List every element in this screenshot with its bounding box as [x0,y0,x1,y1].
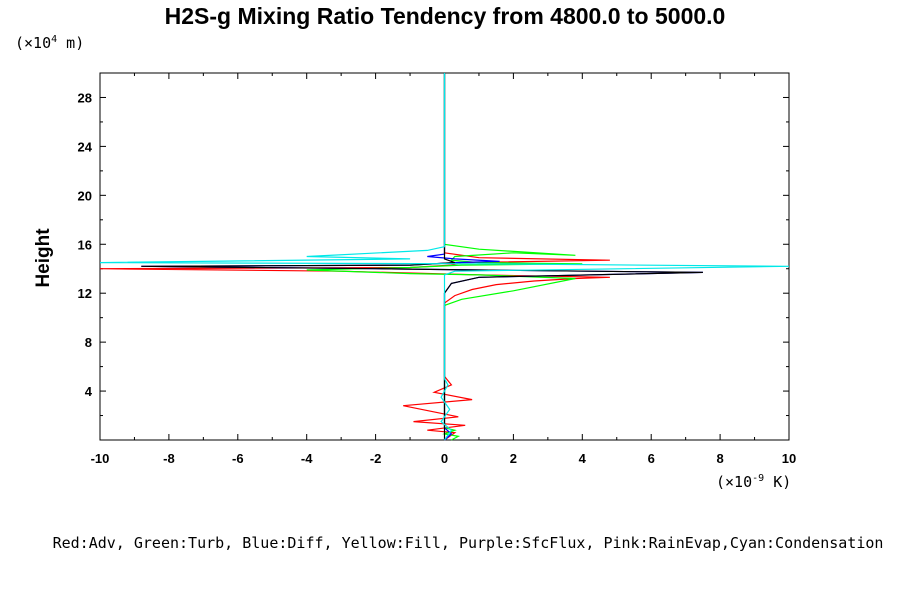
chart-title: H2S-g Mixing Ratio Tendency from 4800.0 … [165,3,726,29]
y-tick-label: 8 [85,335,92,350]
x-tick-label: 8 [716,451,723,466]
series-line-condensation [99,73,790,441]
series-line-turb [306,73,583,441]
x-tick-label: 10 [782,451,796,466]
series-line-black [141,73,703,440]
x-tick-label: -6 [232,451,244,466]
y-tick-label: 28 [78,90,92,105]
series-line-adv [99,73,610,441]
y-tick-label: 4 [85,384,93,399]
x-tick-label: 6 [648,451,655,466]
y-tick-label: 24 [78,139,93,154]
y-axis-label: Height [33,228,54,288]
y-unit-label: (×104 m) [15,34,84,52]
x-tick-label: -4 [301,451,313,466]
x-tick-label: 2 [510,451,517,466]
y-tick-label: 12 [78,286,92,301]
y-tick-label: 16 [78,237,92,252]
x-tick-label: -2 [370,451,382,466]
x-tick-label: 0 [441,451,448,466]
x-unit-label: (×10-9 K) [716,473,791,491]
x-tick-label: -10 [91,451,110,466]
legend-text: Red:Adv, Green:Turb, Blue:Diff, Yellow:F… [53,534,884,552]
x-tick-label: 4 [579,451,587,466]
y-tick-label: 20 [78,188,92,203]
series-group [99,73,790,441]
x-tick-label: -8 [163,451,175,466]
series-line-diff [141,73,703,441]
